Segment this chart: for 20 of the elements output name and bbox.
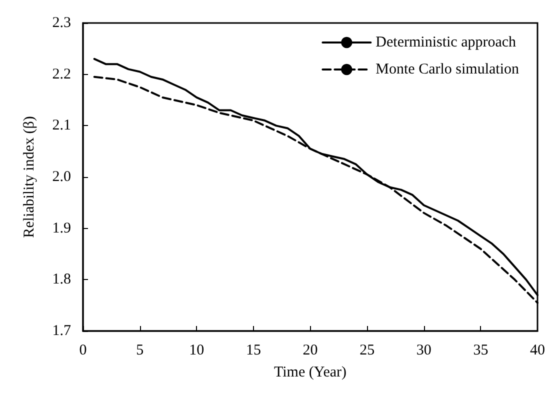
x-tick-label: 25 xyxy=(360,342,375,358)
x-tick-label: 40 xyxy=(530,342,545,358)
x-tick-label: 30 xyxy=(416,342,432,358)
x-tick-label: 35 xyxy=(473,342,488,358)
y-tick-label: 2.1 xyxy=(52,118,71,134)
y-tick-label: 1.9 xyxy=(52,220,71,236)
x-tick-label: 0 xyxy=(79,342,87,358)
x-axis-title: Time (Year) xyxy=(274,364,347,380)
y-tick-label: 2.3 xyxy=(52,15,71,31)
y-tick-label: 2.2 xyxy=(52,66,71,82)
y-tick-label: 1.8 xyxy=(52,272,71,288)
x-tick-label: 10 xyxy=(189,342,204,358)
legend-label: Monte Carlo simulation xyxy=(376,62,520,78)
y-axis-title: Reliability index (β) xyxy=(22,116,38,238)
x-tick-label: 15 xyxy=(246,342,261,358)
y-tick-label: 2.0 xyxy=(52,169,71,185)
legend-label: Deterministic approach xyxy=(376,34,517,50)
y-tick-label: 1.7 xyxy=(52,323,72,339)
x-tick-label: 20 xyxy=(302,342,318,358)
x-tick-label: 5 xyxy=(136,342,144,358)
